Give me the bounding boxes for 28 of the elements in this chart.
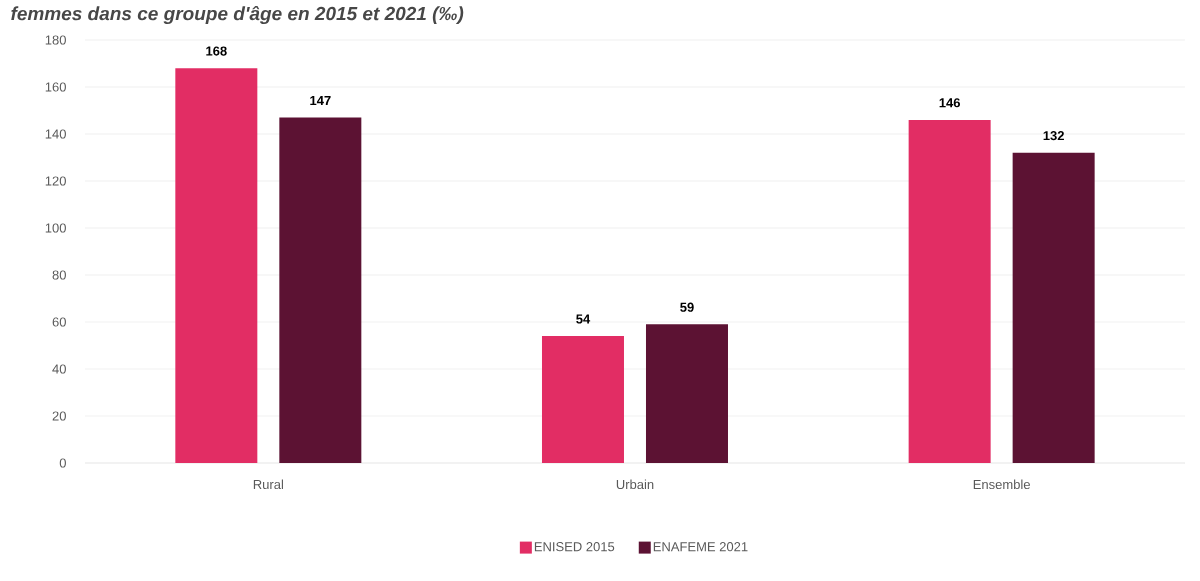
bar (541, 336, 624, 463)
y-tick-label: 180 (45, 35, 66, 45)
data-label: 168 (206, 46, 227, 56)
y-tick-label: 20 (52, 411, 66, 421)
bar (279, 117, 362, 463)
y-tick-label: 160 (45, 82, 66, 92)
data-label: 54 (576, 314, 591, 324)
bar (175, 68, 258, 463)
y-tick-label: 60 (52, 317, 66, 327)
chart-title: femmes dans ce groupe d'âge en 2015 et 2021 (‰) (11, 5, 464, 25)
legend-label: ENAFEME 2021 (653, 542, 748, 552)
x-tick-label: Urbain (616, 479, 654, 490)
y-tick-label: 140 (45, 129, 66, 139)
data-label: 132 (1043, 131, 1064, 141)
legend-label: ENISED 2015 (534, 542, 615, 552)
y-tick-label: 40 (52, 364, 66, 374)
bar (908, 119, 991, 463)
y-tick-label: 0 (59, 458, 66, 468)
data-label: 147 (310, 96, 331, 106)
data-label: 146 (939, 98, 961, 108)
bar (645, 324, 728, 463)
x-tick-label: Ensemble (973, 479, 1030, 490)
y-tick-label: 80 (52, 270, 66, 280)
y-tick-label: 100 (45, 223, 66, 233)
data-label: 59 (680, 302, 694, 312)
x-tick-label: Rural (253, 479, 283, 490)
bar (1012, 152, 1095, 463)
y-tick-label: 120 (45, 176, 66, 186)
